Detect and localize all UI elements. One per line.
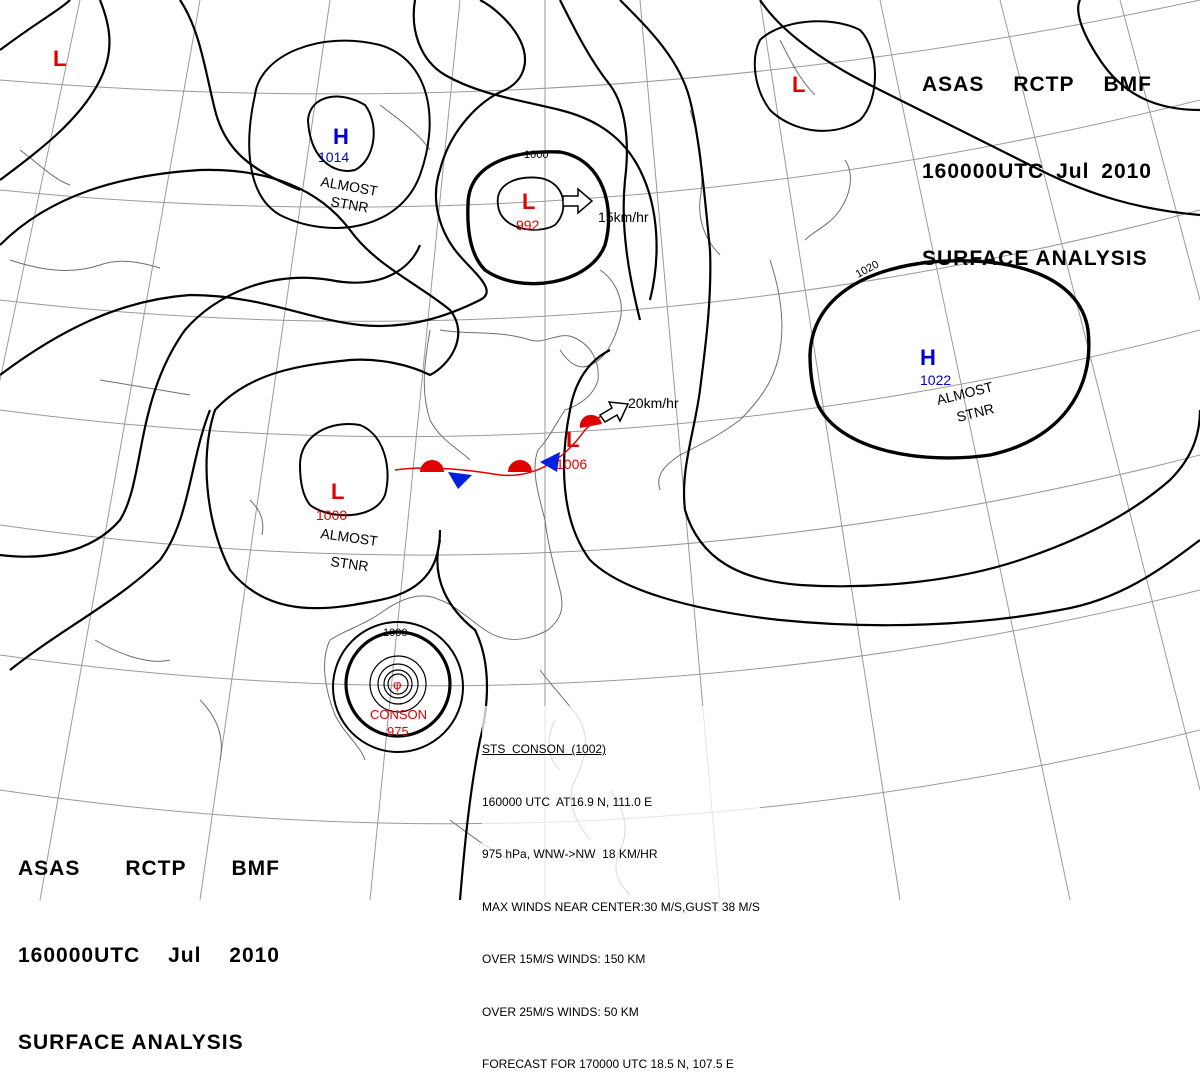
typhoon-info-line: 975 hPa, WNW->NW 18 KM/HR (482, 847, 658, 861)
typhoon-info-line: OVER 15M/S WINDS: 150 KM (482, 952, 646, 966)
typhoon-info-line: STS CONSON (1002) (482, 742, 607, 756)
typhoon-info-block: STS CONSON (1002) 160000 UTC AT16.9 N, 1… (482, 706, 760, 1091)
isobar-outer-3 (0, 244, 422, 558)
arrow-low-center (562, 187, 594, 215)
header-top-right: ASAS RCTP BMF 160000UTC Jul 2010 SURFACE ANA… (922, 12, 1152, 302)
header-title: SURFACE ANALYSIS (922, 247, 1148, 270)
arrow-low-front (598, 401, 630, 423)
isobar-label-1000-north: 1000 (524, 149, 548, 161)
header-code: BMF (231, 857, 280, 880)
almost-stnr-3-line1: ALMOST (320, 525, 380, 549)
isobar-low-west-inner (298, 423, 389, 517)
speed-label-2: 20km/hr (628, 395, 679, 411)
typhoon-info-line: OVER 25M/S WINDS: 50 KM (482, 1004, 639, 1019)
header-time: 160000UTC (18, 944, 141, 967)
header-station: RCTP (1013, 73, 1075, 96)
header-source: ASAS (922, 73, 985, 96)
header-station: RCTP (125, 857, 187, 880)
isobar-outer-6 (0, 0, 71, 51)
isobar-outer-12 (1077, 0, 1200, 112)
header-month: Jul (168, 944, 202, 967)
almost-stnr-1-line2: STNR (329, 193, 369, 215)
motion-arrows (562, 187, 630, 423)
low-center-symbol: L (522, 189, 535, 214)
isobar-high-north-inner (306, 95, 375, 172)
isobar-outer-4 (9, 409, 212, 671)
isobars (0, 0, 1200, 900)
almost-stnr-2-line2: STNR (955, 400, 996, 425)
isobar-outer-11 (759, 0, 1200, 217)
almost-stnr-1-line1: ALMOST (319, 173, 379, 199)
header-title: SURFACE ANALYSIS (18, 1031, 244, 1054)
low-front-value: 1006 (556, 456, 587, 472)
high-east-symbol: H (920, 345, 936, 370)
header-month: Jul (1056, 160, 1090, 183)
low-center-value: 992 (516, 217, 540, 233)
isobar-outer-2 (0, 0, 527, 376)
typhoon-symbol: φ (393, 677, 401, 692)
header-year: 2010 (1101, 160, 1152, 183)
isobar-outer-8 (412, 0, 658, 301)
isobar-outer-1 (0, 168, 460, 610)
isobar-typhoon-outer (332, 621, 464, 753)
isobar-low-center-1000 (466, 150, 611, 286)
isobar-high-north-2 (248, 39, 431, 229)
typhoon-name: CONSON (370, 707, 427, 722)
low-nw-corner-symbol: L (53, 46, 66, 71)
header-source: ASAS (18, 857, 81, 880)
isobar-low-ne (753, 20, 876, 132)
almost-stnr-3-line2: STNR (330, 553, 370, 574)
low-ne-symbol: L (792, 72, 805, 97)
isobar-outer-9 (559, 0, 642, 321)
typhoon-pressure: 975 (387, 724, 409, 739)
typhoon-info-line: FORECAST FOR 170000 UTC 18.5 N, 107.5 E (482, 1057, 734, 1071)
low-front-symbol: L (566, 427, 579, 452)
isobar-label-1000-typhoon: 1000 (383, 627, 407, 639)
high-east-value: 1022 (920, 372, 951, 388)
low-west-value: 1000 (316, 507, 347, 523)
isobar-high-east-1020 (808, 258, 1091, 460)
typhoon-info-line: 160000 UTC AT16.9 N, 111.0 E (482, 794, 653, 809)
stationary-front (394, 404, 621, 489)
isobar-south-1 (436, 539, 489, 900)
header-bottom-left: ASAS RCTP BMF 160000UTC Jul 2010 SURFACE ANA… (18, 796, 280, 1086)
header-time: 160000UTC (922, 160, 1045, 183)
high-north-symbol: H (333, 124, 349, 149)
speed-label-1: 15km/hr (598, 209, 649, 225)
isobar-outer-5 (0, 0, 111, 181)
low-west-symbol: L (331, 479, 344, 504)
isobar-typhoon-1000 (344, 630, 452, 738)
typhoon-info-line: MAX WINDS NEAR CENTER:30 M/S,GUST 38 M/S (482, 899, 760, 914)
isobar-outer-13 (562, 349, 1200, 627)
header-code: BMF (1103, 73, 1152, 96)
high-north-value: 1014 (318, 149, 349, 165)
header-year: 2010 (229, 944, 280, 967)
isobar-outer-10 (619, 0, 1200, 588)
weather-map: 1000 1020 1000 L H 1014 L 992 L H 1022 L… (0, 0, 1200, 900)
isobar-outer-7 (179, 0, 301, 192)
